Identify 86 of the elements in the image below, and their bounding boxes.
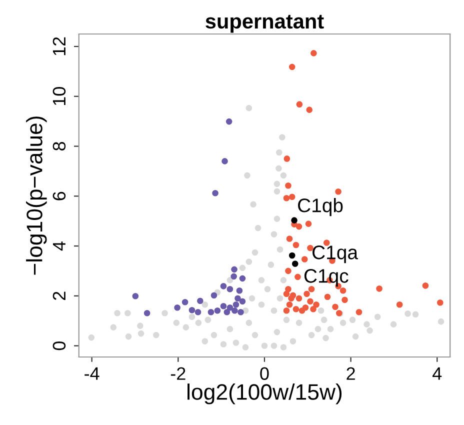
y-tick-label: 8: [52, 142, 66, 150]
point: [304, 290, 310, 298]
point: [307, 298, 314, 305]
point: [214, 307, 221, 314]
point: [324, 294, 331, 300]
point: [132, 292, 139, 300]
point: [292, 306, 300, 312]
point: [210, 292, 218, 299]
point: [239, 275, 246, 282]
point: [236, 288, 243, 294]
point: [234, 295, 241, 302]
point: [208, 308, 214, 316]
point: [288, 194, 296, 200]
point: [310, 306, 316, 312]
point: [296, 101, 303, 108]
point: [296, 223, 302, 230]
point: [220, 283, 227, 290]
point: [286, 236, 293, 242]
point: [283, 194, 290, 202]
x-tick-label: 2: [346, 367, 355, 380]
point: [232, 301, 240, 308]
point: [292, 242, 300, 248]
point: [197, 298, 204, 304]
point: [285, 268, 292, 274]
point: [292, 260, 298, 267]
y-tick-label: 12: [52, 37, 66, 56]
point: [305, 220, 312, 227]
y-tick-label: 0: [52, 341, 66, 350]
annotation: C1qa: [312, 246, 358, 264]
point: [288, 252, 296, 259]
point: [285, 182, 292, 189]
point: [226, 118, 232, 125]
point: [285, 286, 292, 292]
point: [396, 301, 403, 308]
x-tick-label: -4: [84, 367, 100, 380]
point: [294, 274, 301, 280]
point: [182, 298, 188, 306]
point: [288, 64, 296, 70]
y-axis-title: −log10(p−value): [26, 116, 47, 275]
point: [356, 308, 362, 316]
point: [188, 306, 196, 314]
point: [323, 240, 330, 246]
point: [335, 188, 342, 195]
x-tick-label: 0: [260, 367, 269, 380]
point: [284, 156, 290, 162]
point: [340, 288, 346, 294]
point: [306, 106, 313, 113]
point: [291, 217, 298, 224]
point: [231, 266, 238, 273]
point: [302, 304, 309, 311]
point: [342, 296, 348, 304]
x-tick-label: -2: [170, 367, 186, 380]
point: [238, 308, 244, 316]
point: [283, 307, 290, 314]
annotation: C1qc: [304, 269, 348, 287]
point: [296, 295, 302, 302]
annotation: C1qb: [298, 198, 343, 216]
point: [174, 304, 180, 311]
point: [232, 307, 238, 314]
point: [224, 308, 230, 316]
point: [286, 301, 293, 308]
x-axis-title: log2(100w/15w): [188, 384, 342, 404]
point: [437, 299, 444, 306]
point: [226, 286, 234, 292]
point: [332, 304, 338, 310]
point: [422, 282, 429, 289]
point: [313, 301, 320, 308]
point: [226, 304, 234, 311]
point: [194, 308, 202, 316]
y-tick-label: 10: [52, 87, 66, 106]
point: [283, 290, 290, 298]
point: [288, 295, 294, 302]
y-tick-label: 4: [52, 242, 66, 251]
y-tick-label: 6: [52, 192, 66, 200]
x-tick-label: 4: [432, 367, 442, 380]
point: [239, 298, 246, 305]
point: [301, 256, 308, 262]
point: [222, 158, 228, 164]
chart-title: supernatant: [206, 14, 324, 33]
y-tick-label: 2: [52, 292, 66, 300]
point: [220, 302, 227, 310]
point: [230, 273, 237, 280]
point: [212, 190, 218, 196]
point: [376, 286, 382, 292]
point: [144, 310, 150, 316]
point: [310, 50, 317, 56]
